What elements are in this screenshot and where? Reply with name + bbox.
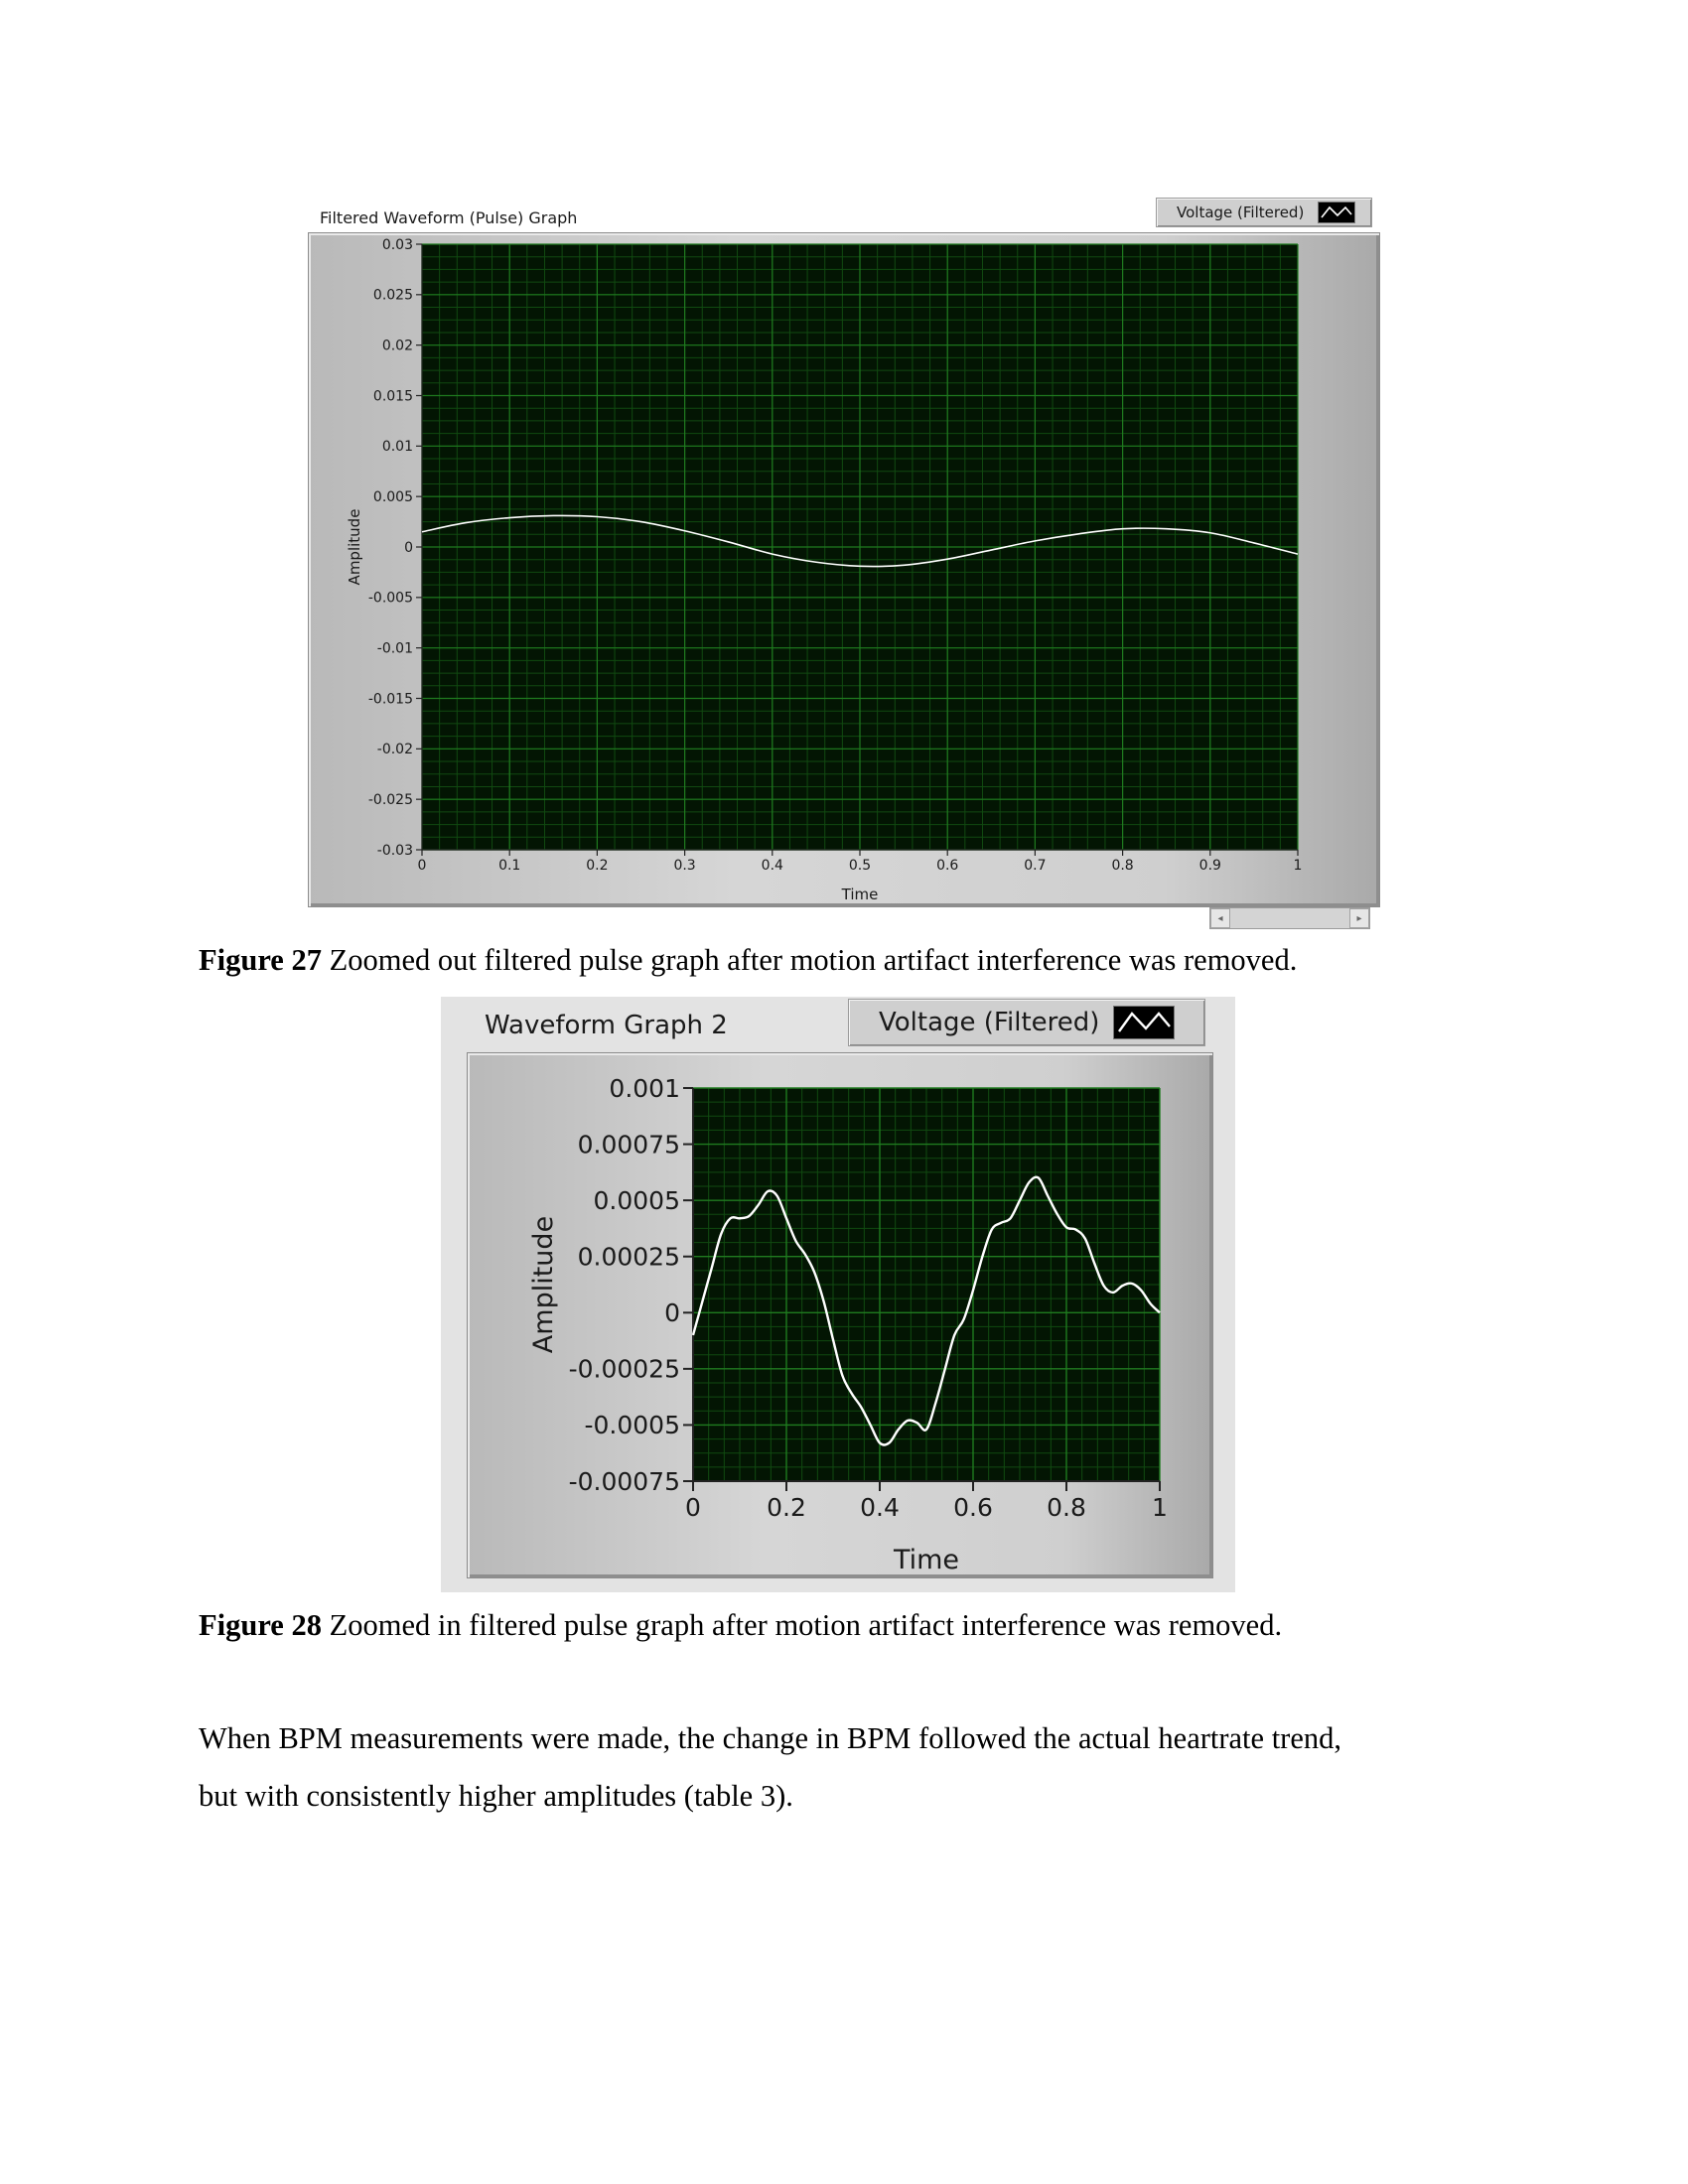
- x-tick-label: 0: [685, 1493, 701, 1522]
- x-tick-label: 0.2: [767, 1493, 806, 1522]
- y-tick-label: 0.015: [373, 388, 413, 404]
- line-style-icon: [1113, 1006, 1175, 1039]
- y-tick-label: -0.025: [368, 792, 413, 808]
- x-tick-label: 0.4: [860, 1493, 900, 1522]
- x-tick-label: 0.3: [673, 858, 695, 874]
- horizontal-scrollbar[interactable]: ◂ ▸: [1209, 907, 1370, 929]
- x-tick-label: 0.8: [1047, 1493, 1086, 1522]
- x-tick-label: 0.6: [936, 858, 958, 874]
- figure-28-graph: Waveform Graph 2 Voltage (Filtered) 0 0.2…: [441, 997, 1235, 1592]
- y-tick-label: 0.001: [609, 1074, 680, 1103]
- graph-title: Filtered Waveform (Pulse) Graph: [320, 208, 578, 227]
- y-tick-label: 0: [404, 540, 413, 556]
- x-tick-label: 0.1: [498, 858, 520, 874]
- x-tick-label: 0.2: [586, 858, 608, 874]
- y-tick-label: -0.01: [377, 641, 413, 657]
- y-axis-label: Amplitude: [346, 509, 363, 586]
- figure-27-graph: Filtered Waveform (Pulse) Graph Voltage …: [308, 195, 1380, 929]
- minor-grid: [693, 1088, 1160, 1481]
- paragraph-line-2: but with consistently higher amplitudes …: [199, 1779, 793, 1813]
- y-tick-label: 0.00075: [578, 1130, 680, 1159]
- figure-27-caption-text: Zoomed out filtered pulse graph after mo…: [321, 943, 1298, 977]
- y-tick-label: 0.01: [382, 439, 413, 455]
- x-axis-label: Time: [841, 886, 879, 903]
- y-tick-label: 0.03: [382, 237, 413, 253]
- x-tick-label: 0.7: [1024, 858, 1046, 874]
- plot-legend[interactable]: Voltage (Filtered): [1156, 198, 1372, 227]
- y-tick-label: 0: [664, 1298, 680, 1327]
- x-tick-label: 0.5: [849, 858, 871, 874]
- plot-legend[interactable]: Voltage (Filtered): [848, 999, 1205, 1046]
- figure-28-label: Figure 28: [199, 1608, 322, 1642]
- x-axis-label: Time: [893, 1545, 959, 1575]
- y-tick-label: 0.00025: [578, 1242, 680, 1271]
- figure-27-label: Figure 27: [199, 943, 322, 977]
- y-tick-label: -0.0005: [585, 1411, 681, 1439]
- y-tick-label: -0.00075: [569, 1467, 680, 1496]
- figure-28-caption: Figure 28 Zoomed in filtered pulse graph…: [199, 1608, 1282, 1643]
- y-tick-label: -0.03: [377, 843, 413, 859]
- figure-27-caption: Figure 27 Zoomed out filtered pulse grap…: [199, 943, 1297, 978]
- y-tick-label: -0.005: [368, 591, 413, 607]
- x-tick-label: 1: [1152, 1493, 1168, 1522]
- graph-title: Waveform Graph 2: [485, 1011, 728, 1040]
- y-tick-label: -0.02: [377, 742, 413, 757]
- series-line: [691, 1175, 1161, 1446]
- y-tick-label: 0.0005: [594, 1186, 680, 1215]
- legend-label: Voltage (Filtered): [1177, 204, 1305, 221]
- x-tick-label: 0.8: [1111, 858, 1133, 874]
- y-tick-label: 0.025: [373, 288, 413, 304]
- chart-waveform-zoomed-in: 0 0.2 0.4 0.6 0.8 1 0.001 0.00075 0.0005 0.00025 0…: [528, 1074, 1168, 1575]
- y-tick-label: 0.005: [373, 489, 413, 505]
- figure-28-caption-text: Zoomed in filtered pulse graph after mot…: [321, 1608, 1283, 1642]
- line-style-icon: [1318, 202, 1355, 223]
- scroll-right-icon[interactable]: ▸: [1349, 908, 1369, 928]
- x-tick-label: 0.4: [762, 858, 783, 874]
- y-tick-label: 0.02: [382, 339, 413, 354]
- scroll-left-icon[interactable]: ◂: [1210, 908, 1230, 928]
- paragraph-line-1: When BPM measurements were made, the cha…: [199, 1721, 1341, 1755]
- x-tick-label: 0.9: [1199, 858, 1221, 874]
- series-line: [421, 514, 1299, 568]
- legend-label: Voltage (Filtered): [879, 1008, 1100, 1037]
- x-tick-label: 1: [1294, 858, 1303, 874]
- y-axis-label: Amplitude: [528, 1216, 559, 1353]
- y-tick-label: -0.00025: [569, 1355, 680, 1384]
- x-tick-label: 0.6: [953, 1493, 993, 1522]
- y-tick-label: -0.015: [368, 691, 413, 707]
- chart-waveform-zoomed-out: 0 0.1 0.2 0.3 0.4 0.5 0.6 0.7 0.8 0.9 1 0.03 0.025 0.…: [346, 237, 1303, 903]
- x-tick-label: 0: [418, 858, 427, 874]
